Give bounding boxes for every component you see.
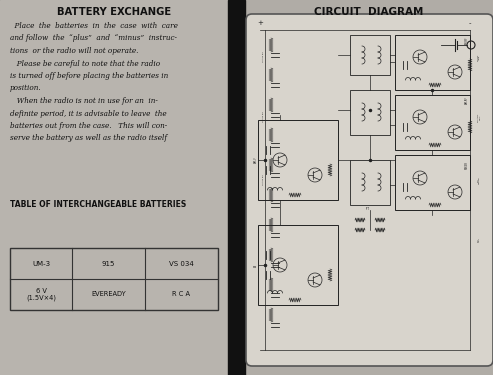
Bar [350, 160, 390, 205]
Text: FM-ANT
COIL: FM-ANT COIL [478, 112, 480, 122]
Text: FM-RF
AMP: FM-RF AMP [478, 53, 481, 61]
Text: UM-3: UM-3 [32, 261, 50, 267]
Bar [395, 95, 470, 150]
Text: Please be careful to note that the radio: Please be careful to note that the radio [10, 60, 160, 68]
Text: tions  or the radio will not operate.: tions or the radio will not operate. [10, 47, 139, 55]
Text: batteries out from the case.   This will con-: batteries out from the case. This will c… [10, 122, 167, 130]
Text: VS 034: VS 034 [169, 261, 194, 267]
Text: AM-IF: AM-IF [254, 157, 258, 164]
Bar [395, 155, 470, 210]
Bar [350, 90, 390, 135]
Text: CLASS B2: CLASS B2 [262, 52, 264, 62]
Text: +: + [257, 20, 263, 26]
Text: TABLE OF INTERCHANGEABLE BATTERIES: TABLE OF INTERCHANGEABLE BATTERIES [10, 200, 186, 209]
Text: AF: AF [254, 263, 258, 267]
Text: and follow  the  “plus”  and  “minus”  instruc-: and follow the “plus” and “minus” instru… [10, 34, 177, 42]
Text: When the radio is not in use for an  in-: When the radio is not in use for an in- [10, 97, 158, 105]
Text: -: - [469, 20, 471, 26]
Text: Place  the  batteries  in  the  case  with  care: Place the batteries in the case with car… [10, 22, 178, 30]
Text: 915: 915 [102, 261, 115, 267]
Text: EVEREADY: EVEREADY [91, 291, 126, 297]
Bar [395, 35, 470, 90]
Bar [0, 0, 228, 375]
Bar [258, 225, 338, 305]
Text: BATTERY EXCHANGE: BATTERY EXCHANGE [57, 7, 171, 17]
Bar [245, 0, 493, 375]
Text: definite period, it is advisable to leave  the: definite period, it is advisable to leav… [10, 110, 167, 117]
Text: CIRCUIT  DIAGRAM: CIRCUIT DIAGRAM [315, 7, 423, 17]
Text: position.: position. [10, 84, 41, 93]
Text: MIXER: MIXER [465, 161, 469, 169]
Text: serve the battery as well as the radio itself: serve the battery as well as the radio i… [10, 135, 167, 142]
Bar [10, 248, 218, 310]
Text: CLASS B1: CLASS B1 [262, 112, 264, 122]
Text: 6 V
(1.5V×4): 6 V (1.5V×4) [26, 288, 56, 301]
Text: CLASS B2: CLASS B2 [262, 175, 264, 185]
Bar [350, 35, 390, 75]
Bar [228, 0, 245, 375]
Text: IFT: IFT [366, 207, 370, 211]
FancyBboxPatch shape [246, 14, 493, 366]
Text: FM-RF: FM-RF [465, 36, 469, 44]
Text: FM
OSC: FM OSC [478, 237, 480, 243]
Text: is turned off before placing the batteries in: is turned off before placing the batteri… [10, 72, 168, 80]
Text: FM
MIXER: FM MIXER [478, 176, 480, 184]
Text: AM-RF: AM-RF [465, 96, 469, 104]
Bar [258, 120, 338, 200]
Text: R C A: R C A [173, 291, 190, 297]
